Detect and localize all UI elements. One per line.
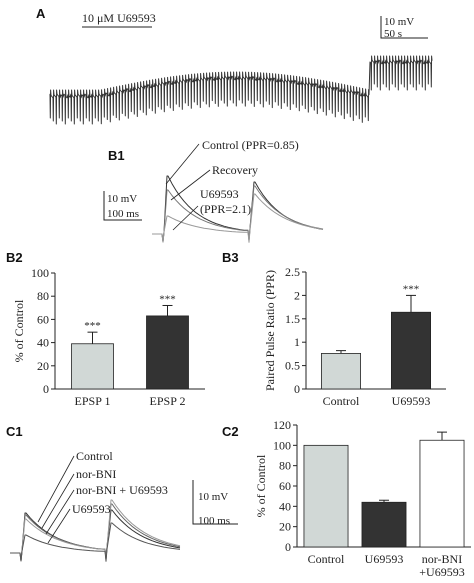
annotation-recovery: Recovery <box>212 163 258 177</box>
y-tick-label-c2: 20 <box>279 520 291 534</box>
arrow-c1-control <box>37 455 75 523</box>
panel-label-c1: C1 <box>6 424 23 439</box>
panel-label-b2: B2 <box>6 250 23 265</box>
y-tick-label-b3: 0 <box>294 382 300 396</box>
y-tick-label-b2: 80 <box>37 289 49 303</box>
arrow-c1-u69593 <box>47 508 71 544</box>
bar-c2-1 <box>303 444 349 548</box>
x-tick-label-b3: Control <box>323 394 360 408</box>
bar-chart-b2: 0 20 40 60 80 100 *** EPSP 1 *** EPSP 2 % of Contr… <box>12 266 205 408</box>
scale-bar-a <box>380 16 428 39</box>
panel-label-b3: B3 <box>222 250 239 265</box>
y-tick-label-c2: 100 <box>273 438 291 452</box>
bar-b2-1 <box>71 343 114 390</box>
arrow-c1-nor-bni <box>41 473 75 529</box>
trace-nor-bni-u69593 <box>10 499 181 562</box>
x-tick-label-c2: nor-BNI <box>422 552 462 566</box>
significance-marker-b2: *** <box>159 293 176 305</box>
annotation-u69593: U69593 <box>200 187 239 201</box>
trace-u69593-c1 <box>10 522 181 562</box>
y-tick-label-b2: 60 <box>37 312 49 326</box>
bar-b3-1 <box>320 353 361 390</box>
scale-time-a: 50 s <box>384 28 402 40</box>
y-tick-label-b3: 2.5 <box>285 265 300 279</box>
bar-b2-2 <box>146 315 189 390</box>
bar-c2-3 <box>419 439 465 548</box>
bar-chart-b3: 0 0.5 1 1.5 2 2.5 Control *** U69593 Paired Pulse… <box>263 265 446 408</box>
trace-recovery <box>152 185 324 243</box>
y-tick-label-b2: 40 <box>37 336 49 350</box>
y-tick-label-b2: 0 <box>43 382 49 396</box>
scale-amplitude-b1: 10 mV <box>107 193 137 205</box>
x-tick-label-c2: +U69593 <box>419 565 464 579</box>
y-tick-label-c2: 80 <box>279 459 291 473</box>
scale-bar-c1 <box>192 480 238 525</box>
y-tick-label-c2: 0 <box>285 540 291 554</box>
scale-amplitude-c1: 10 mV <box>198 491 228 503</box>
y-tick-label-c2: 120 <box>273 418 291 432</box>
significance-marker-b2: *** <box>84 320 101 332</box>
significance-marker-b3: *** <box>403 283 420 295</box>
y-tick-label-b2: 100 <box>31 266 49 280</box>
annotation-c1-u69593: U69593 <box>72 502 111 516</box>
y-tick-label-c2: 60 <box>279 479 291 493</box>
annotation-drug-ppr: (PPR=2.1) <box>200 202 251 216</box>
x-tick-label-b2: EPSP 2 <box>150 394 186 408</box>
annotation-c1-control: Control <box>76 449 113 463</box>
y-tick-label-c2: 40 <box>279 499 291 513</box>
y-axis-label-b2: % of Control <box>12 299 26 362</box>
scale-amplitude-a: 10 mV <box>384 16 414 28</box>
trace-u69593 <box>152 193 324 243</box>
annotation-c1-nor-bni: nor-BNI <box>76 467 116 481</box>
x-tick-label-b2: EPSP 1 <box>75 394 111 408</box>
bar-chart-c2: 0 20 40 60 80 100 120 Control U69593 nor-BNI+U695… <box>254 418 471 579</box>
y-tick-label-b3: 2 <box>294 288 300 302</box>
annotation-control-ppr: Control (PPR=0.85) <box>202 138 299 152</box>
panel-label-c2: C2 <box>222 424 239 439</box>
scale-time-b1: 100 ms <box>107 208 139 220</box>
y-axis-label-b3: Paired Pulse Ratio (PPR) <box>263 270 277 391</box>
scale-time-c1: 100 ms <box>198 515 230 527</box>
bar-b3-2 <box>390 311 431 390</box>
y-tick-label-b3: 1.5 <box>285 312 300 326</box>
arrow-u69593 <box>172 205 199 231</box>
y-tick-label-b3: 0.5 <box>285 359 300 373</box>
y-axis-label-c2: % of Control <box>254 454 268 517</box>
membrane-potential-trace <box>49 55 433 125</box>
arrow-c1-nor-bni-u69593 <box>45 489 75 535</box>
y-tick-label-b2: 20 <box>37 359 49 373</box>
x-tick-label-c2: Control <box>308 552 345 566</box>
trace-control-c1 <box>10 509 181 562</box>
arrow-control <box>165 143 200 185</box>
y-tick-label-b3: 1 <box>294 335 300 349</box>
panel-label-a: A <box>36 6 46 21</box>
annotation-c1-nor-bni-u69593: nor-BNI + U69593 <box>76 483 168 497</box>
x-tick-label-c2: U69593 <box>365 552 404 566</box>
bar-c2-2 <box>361 501 407 548</box>
drug-application-label: 10 μM U69593 <box>82 11 156 25</box>
scale-bar-b1 <box>103 191 142 221</box>
panel-label-b1: B1 <box>108 148 125 163</box>
x-tick-label-b3: U69593 <box>392 394 431 408</box>
arrow-recovery <box>170 169 211 201</box>
